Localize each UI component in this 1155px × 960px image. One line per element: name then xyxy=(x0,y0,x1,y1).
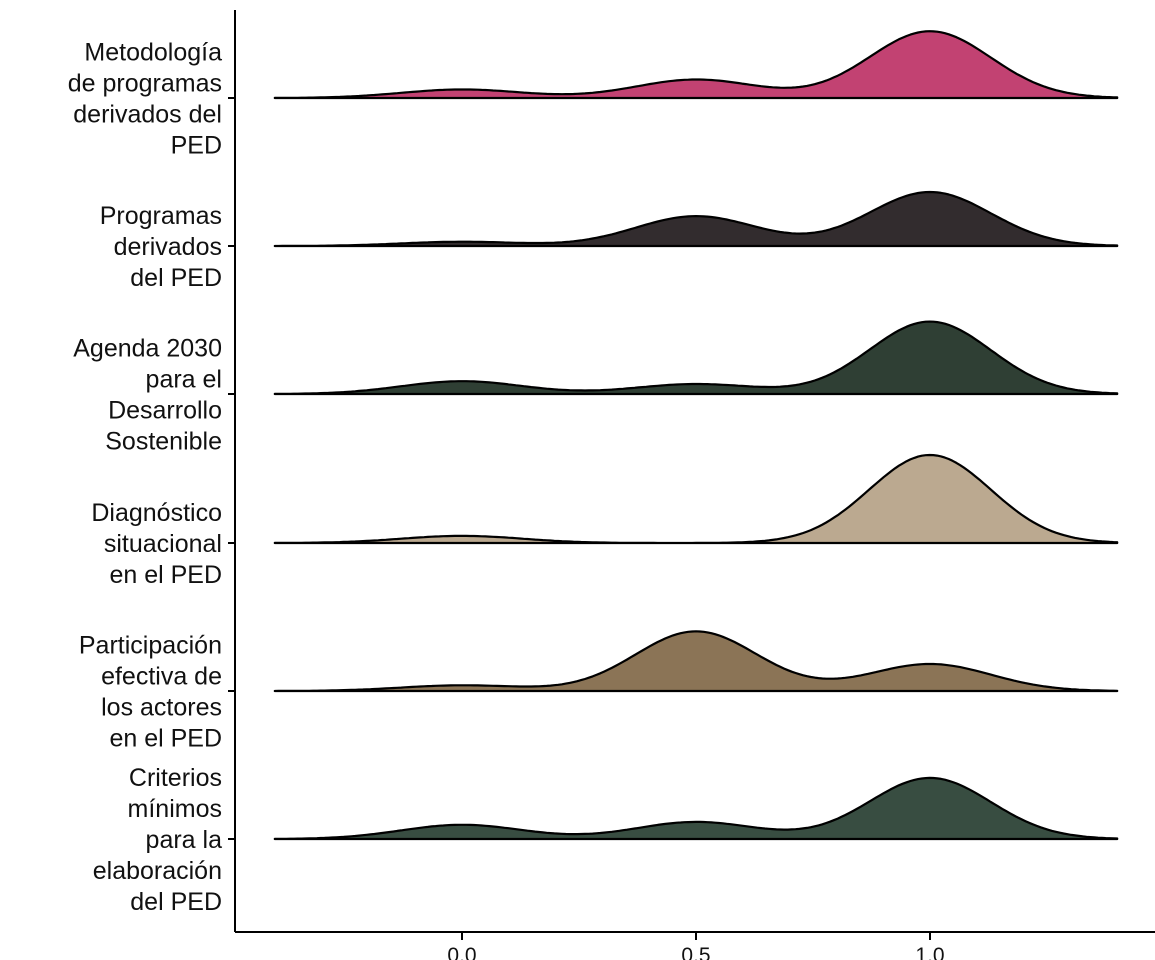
y-category-label: Programas xyxy=(100,202,222,230)
y-category-label: Diagnóstico xyxy=(91,499,222,527)
y-category-label: derivados xyxy=(114,233,222,261)
density-ridge xyxy=(273,776,1119,841)
y-category-label: en el PED xyxy=(109,561,222,589)
y-category-label: los actores xyxy=(101,694,222,722)
density-ridge xyxy=(273,320,1119,396)
y-category-label: Agenda 2030 xyxy=(73,335,222,363)
y-category-label: Desarrollo xyxy=(108,397,222,425)
density-ridge xyxy=(273,630,1119,693)
y-category-label: del PED xyxy=(130,264,222,292)
y-category-label: del PED xyxy=(130,888,222,916)
y-category-label: efectiva de xyxy=(101,663,222,691)
y-category-label: Metodología xyxy=(84,39,222,67)
y-category-label: para el xyxy=(146,366,222,394)
y-category-label: elaboración xyxy=(93,857,222,885)
y-category-label: de programas xyxy=(68,70,222,98)
x-tick-label: 0.5 xyxy=(681,944,710,960)
x-tick-label: 0.0 xyxy=(447,944,476,960)
y-category-label: Participación xyxy=(79,632,222,660)
y-category-label: para la xyxy=(146,826,223,854)
y-category-label: PED xyxy=(171,132,222,160)
density-ridge xyxy=(273,190,1119,248)
density-ridge xyxy=(273,453,1119,545)
y-category-label: mínimos xyxy=(128,795,222,823)
y-category-label: situacional xyxy=(104,530,222,558)
y-category-label: en el PED xyxy=(109,725,222,753)
y-category-label: derivados del xyxy=(73,101,222,129)
y-category-label: Criterios xyxy=(129,764,222,792)
density-ridge xyxy=(273,30,1119,100)
x-tick-label: 1.0 xyxy=(915,944,944,960)
y-category-label: Sostenible xyxy=(105,428,222,456)
